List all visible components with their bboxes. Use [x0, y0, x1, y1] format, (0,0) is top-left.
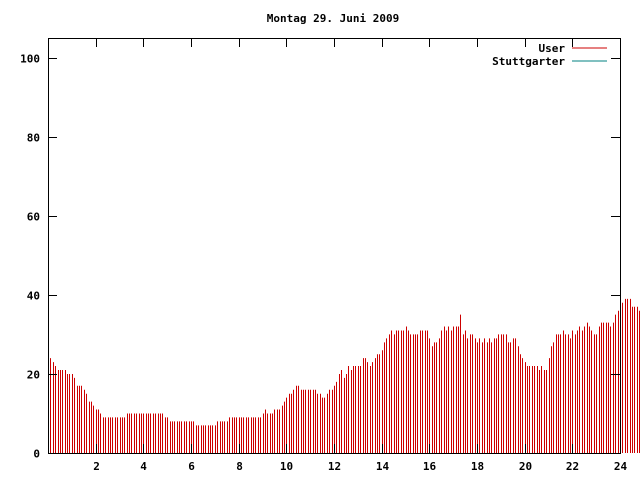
x-tick-label-12: 12: [328, 460, 341, 473]
x-tick-label-14: 14: [376, 460, 390, 473]
legend: User Stuttgarter: [492, 42, 607, 68]
y-tick-label-100: 100: [20, 53, 40, 66]
legend-label-stuttgarter: Stuttgarter: [492, 55, 565, 68]
x-tick-label-20: 20: [519, 460, 532, 473]
y-tick-label-0: 0: [33, 448, 40, 461]
bars-layer: [48, 298, 640, 453]
y-tick-label-40: 40: [27, 290, 40, 303]
x-tick-label-22: 22: [566, 460, 579, 473]
y-tick-label-60: 60: [27, 211, 40, 224]
x-tick-label-8: 8: [236, 460, 243, 473]
x-tick-label-18: 18: [471, 460, 484, 473]
x-tick-label-24: 24: [614, 460, 628, 473]
chart-title: Montag 29. Juni 2009: [267, 12, 399, 25]
x-tick-label-6: 6: [188, 460, 195, 473]
x-tick-label-10: 10: [280, 460, 293, 473]
y-tick-label-20: 20: [27, 369, 40, 382]
x-tick-label-16: 16: [423, 460, 437, 473]
x-tick-label-2: 2: [93, 460, 100, 473]
y-tick-label-80: 80: [27, 132, 40, 145]
x-tick-label-4: 4: [140, 460, 147, 473]
legend-label-user: User: [539, 42, 566, 55]
